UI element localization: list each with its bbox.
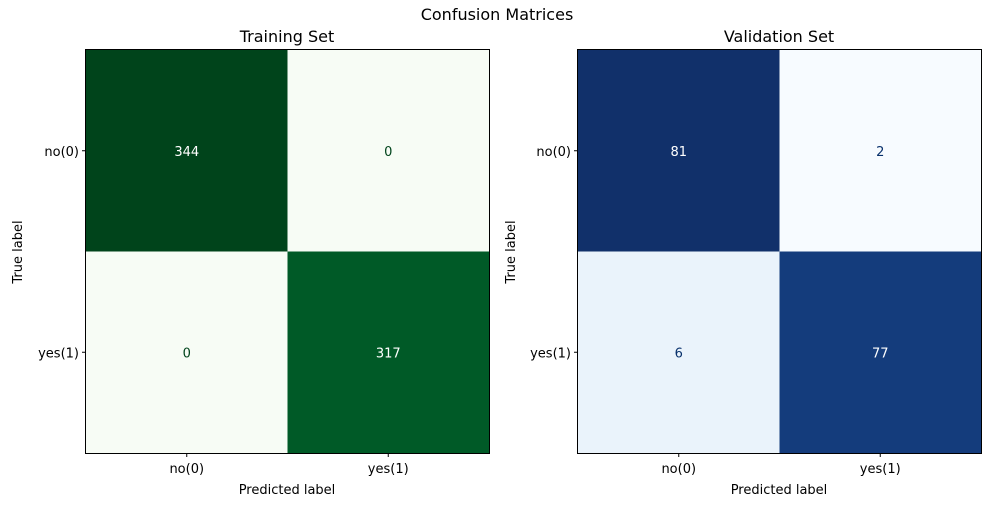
axis-ticks: no(0) yes(1) no(0) yes(1) bbox=[530, 145, 901, 477]
axis-ticks: no(0) yes(1) no(0) yes(1) bbox=[38, 145, 409, 477]
heatmap-cell bbox=[287, 251, 490, 454]
cell-value-label: 0 bbox=[384, 145, 392, 160]
cell-value-label: 6 bbox=[675, 346, 683, 361]
y-tick-label: no(0) bbox=[44, 145, 79, 160]
heatmap-cell bbox=[779, 251, 982, 454]
x-tick-label: no(0) bbox=[661, 462, 696, 477]
figure-title: Confusion Matrices bbox=[421, 5, 574, 24]
cell-value-label: 2 bbox=[876, 145, 884, 160]
axes-frame bbox=[85, 49, 490, 454]
cell-value-label: 77 bbox=[872, 346, 889, 361]
y-tick-label: yes(1) bbox=[530, 346, 571, 361]
axes-frame bbox=[577, 49, 982, 454]
heatmap-cell bbox=[287, 50, 490, 252]
y-axis-label: True label bbox=[504, 220, 519, 284]
heatmap-cell bbox=[578, 50, 780, 252]
panel-title: Training Set bbox=[239, 27, 335, 46]
heatmap-cell bbox=[86, 50, 288, 252]
x-tick-label: no(0) bbox=[169, 462, 204, 477]
x-axis-label: Predicted label bbox=[239, 483, 336, 498]
heatmap-cells: 81 2 6 77 bbox=[578, 50, 982, 454]
x-tick-label: yes(1) bbox=[368, 462, 409, 477]
cell-value-label: 344 bbox=[174, 145, 199, 160]
heatmap-cell bbox=[578, 251, 780, 454]
heatmap-cell bbox=[779, 50, 982, 252]
x-axis-label: Predicted label bbox=[731, 483, 828, 498]
training-set-panel: Training Set 344 0 0 317 no(0) yes(1) no(0) ye… bbox=[11, 27, 490, 498]
x-tick-label: yes(1) bbox=[860, 462, 901, 477]
cell-value-label: 81 bbox=[670, 145, 687, 160]
heatmap-cells: 344 0 0 317 bbox=[86, 50, 490, 454]
panel-title: Validation Set bbox=[724, 27, 834, 46]
y-axis-label: True label bbox=[11, 220, 26, 284]
heatmap-cell bbox=[86, 251, 288, 454]
y-tick-label: no(0) bbox=[536, 145, 571, 160]
cell-value-label: 317 bbox=[376, 346, 401, 361]
validation-set-panel: Validation Set 81 2 6 77 no(0) yes(1) no(0) ye… bbox=[504, 27, 982, 498]
cell-value-label: 0 bbox=[183, 346, 191, 361]
y-tick-label: yes(1) bbox=[38, 346, 79, 361]
